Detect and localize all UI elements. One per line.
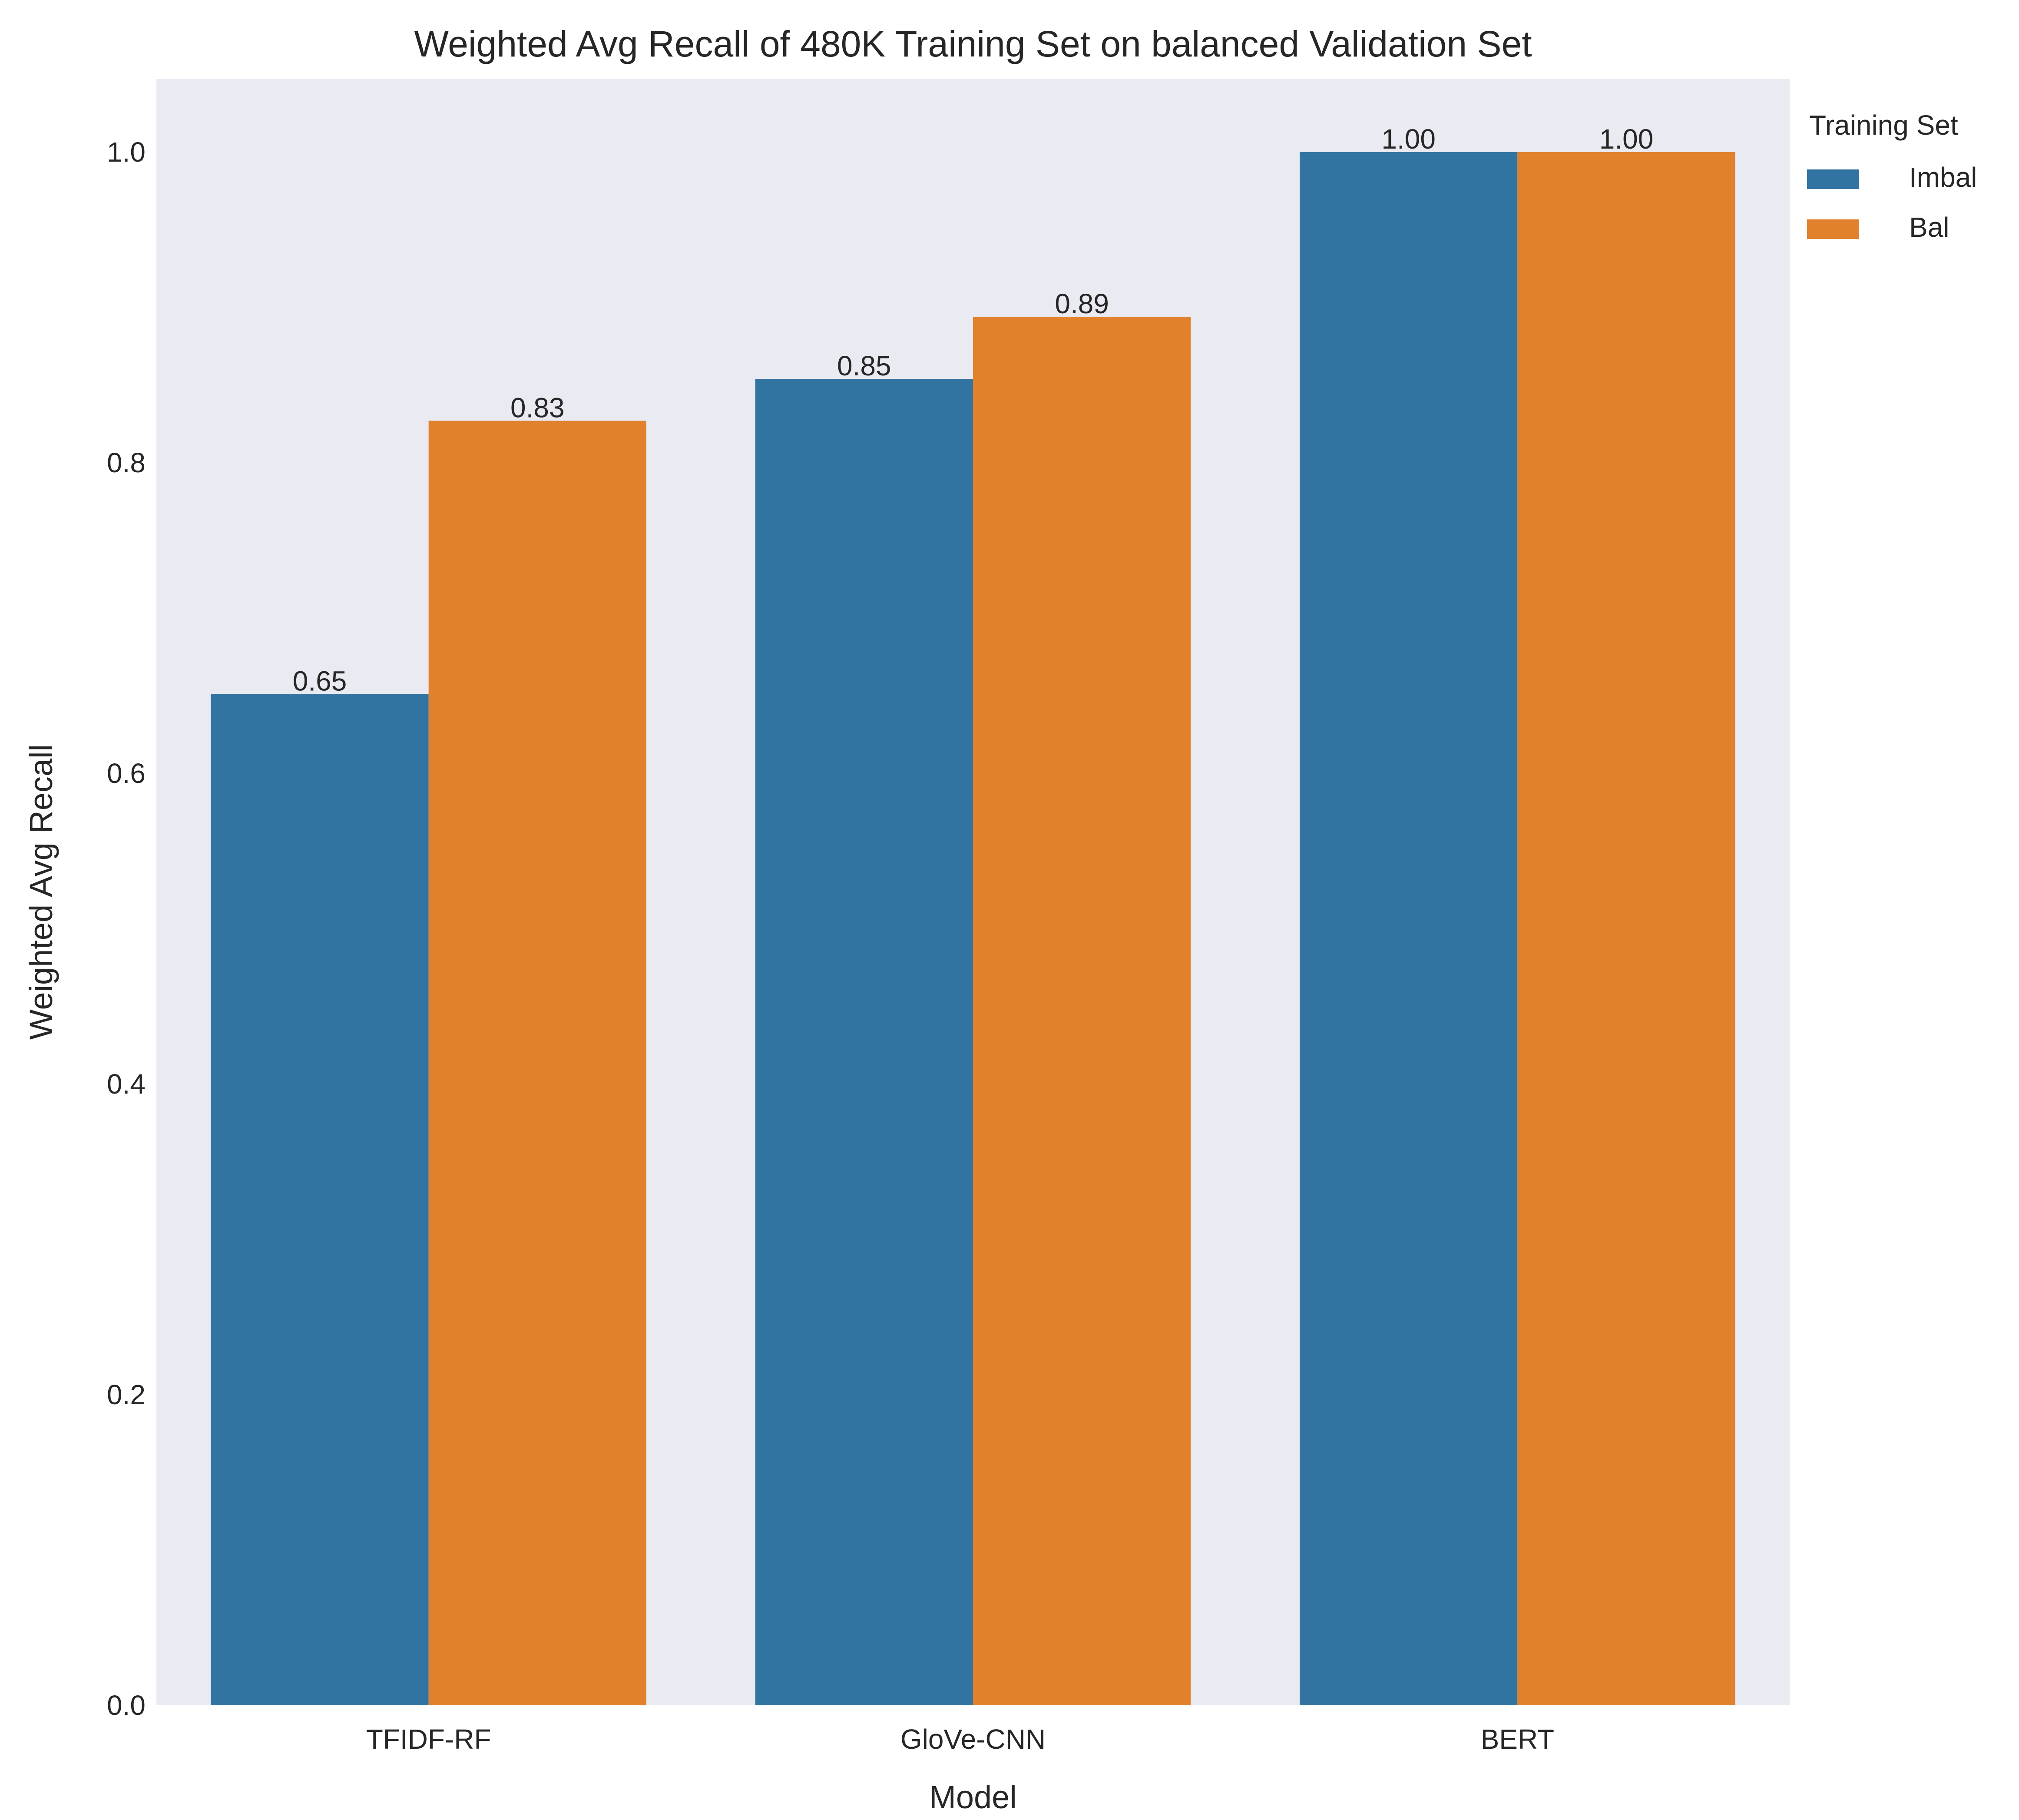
bar-imbal (755, 378, 973, 1705)
bar-value-label: 0.65 (293, 666, 347, 697)
y-axis-ticks: 0.0 0.2 0.4 0.6 0.8 1.0 (107, 136, 146, 1721)
bar-bal (973, 316, 1191, 1705)
bar-value-label: 1.00 (1599, 123, 1654, 155)
bar-bal (1517, 152, 1735, 1705)
legend-swatch-imbal (1807, 169, 1859, 189)
y-tick-label: 0.0 (107, 1690, 146, 1721)
legend-label-imbal: Imbal (1909, 162, 1977, 193)
y-tick-label: 0.2 (107, 1379, 146, 1410)
bar-imbal (1300, 152, 1518, 1705)
legend: Training Set Imbal Bal (1807, 109, 1977, 243)
x-tick-label: BERT (1481, 1724, 1555, 1755)
y-axis-label: Weighted Avg Recall (23, 744, 59, 1040)
x-axis-ticks: TFIDF-RF GloVe-CNN BERT (366, 1724, 1554, 1755)
bar-bal (428, 421, 646, 1706)
legend-label-bal: Bal (1909, 212, 1949, 243)
chart-title: Weighted Avg Recall of 480K Training Set… (414, 23, 1532, 64)
y-tick-label: 0.4 (107, 1068, 146, 1100)
y-tick-label: 0.6 (107, 758, 146, 789)
bar-value-label: 0.85 (837, 350, 891, 381)
bar-value-label: 0.83 (510, 392, 565, 423)
bars (211, 152, 1735, 1706)
x-tick-label: GloVe-CNN (900, 1724, 1046, 1755)
bar-value-labels: 0.65 0.83 0.85 0.89 1.00 1.00 (293, 123, 1654, 697)
y-tick-label: 0.8 (107, 447, 146, 478)
bar-imbal (211, 694, 429, 1706)
bar-value-label: 0.89 (1055, 288, 1109, 319)
x-tick-label: TFIDF-RF (366, 1724, 491, 1755)
legend-title: Training Set (1809, 109, 1958, 141)
y-tick-label: 1.0 (107, 136, 146, 168)
x-axis-label: Model (929, 1779, 1017, 1815)
legend-swatch-bal (1807, 219, 1859, 239)
bar-value-label: 1.00 (1381, 123, 1436, 155)
